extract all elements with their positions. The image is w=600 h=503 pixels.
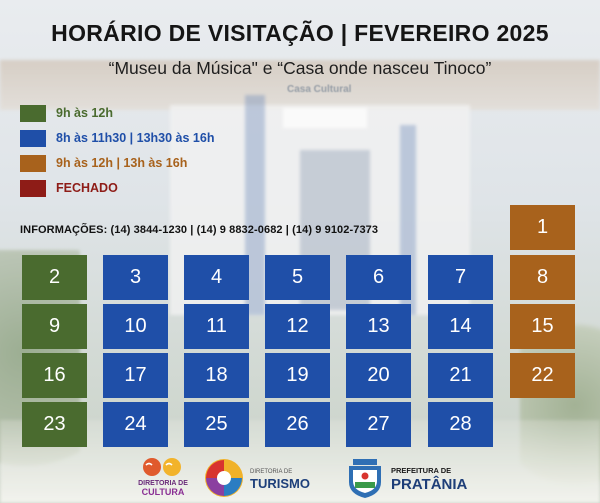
background-roof [0, 60, 600, 110]
sponsor-logos: DIRETORIA DE CULTURA DIRETORIA DE TURISM… [0, 455, 600, 500]
calendar-day: 14 [428, 304, 493, 349]
calendar-day: 18 [184, 353, 249, 398]
calendar-day: 20 [346, 353, 411, 398]
legend-swatch [20, 179, 46, 197]
calendar-day: 5 [265, 255, 330, 300]
page-subtitle: “Museu da Música" e “Casa onde nasceu Ti… [108, 58, 492, 78]
background-column [245, 95, 265, 315]
legend-item: 9h às 12h | 13h às 16h [20, 154, 187, 172]
legend-label: 8h às 11h30 | 13h30 às 16h [56, 131, 215, 145]
calendar-day: 26 [265, 402, 330, 447]
calendar-day: 15 [510, 304, 575, 349]
calendar-day: 16 [22, 353, 87, 398]
calendar-day: 9 [22, 304, 87, 349]
legend-item: 9h às 12h [20, 104, 113, 122]
calendar-day: 11 [184, 304, 249, 349]
background-sign [283, 108, 367, 128]
calendar-day: 22 [510, 353, 575, 398]
turismo-logo-small: DIRETORIA DE [250, 468, 293, 475]
calendar-day: 27 [346, 402, 411, 447]
calendar-day: 19 [265, 353, 330, 398]
calendar-day: 6 [346, 255, 411, 300]
prefeitura-logo-line1: PREFEITURA DE [391, 465, 452, 475]
cultura-mask-icon [143, 458, 181, 476]
calendar-day: 2 [22, 255, 87, 300]
prefeitura-logo-line2: PRATÂNIA [391, 475, 468, 493]
turismo-logo-name: TURISMO [250, 475, 310, 491]
calendar-day: 23 [22, 402, 87, 447]
legend-item: 8h às 11h30 | 13h30 às 16h [20, 129, 214, 147]
legend-label: 9h às 12h [56, 106, 113, 120]
city-crest-icon [349, 458, 381, 498]
legend-label: FECHADO [56, 181, 118, 195]
turismo-globe-icon [205, 458, 243, 497]
calendar-day: 17 [103, 353, 168, 398]
legend-swatch [20, 154, 46, 172]
contact-info: INFORMAÇÕES: (14) 3844-1230 | (14) 9 883… [20, 224, 379, 236]
page-title: HORÁRIO DE VISITAÇÃO | FEVEREIRO 2025 [51, 20, 549, 46]
legend-label: 9h às 12h | 13h às 16h [56, 156, 188, 170]
legend-swatch [20, 129, 46, 147]
legend-item: FECHADO [20, 179, 118, 197]
calendar-day: 28 [428, 402, 493, 447]
legend-swatch [20, 104, 46, 122]
calendar-day: 3 [103, 255, 168, 300]
calendar-day: 8 [510, 255, 575, 300]
calendar-day: 21 [428, 353, 493, 398]
calendar-day: 4 [184, 255, 249, 300]
calendar-day: 25 [184, 402, 249, 447]
calendar-day: 13 [346, 304, 411, 349]
cultura-logo: DIRETORIA DE CULTURA [128, 455, 198, 500]
calendar-day: 10 [103, 304, 168, 349]
calendar-day: 1 [510, 205, 575, 250]
cultura-logo-line1: DIRETORIA DE [138, 480, 188, 487]
background-sign-text: Casa Cultural [287, 84, 352, 95]
calendar-day: 7 [428, 255, 493, 300]
prefeitura-logo: PREFEITURA DE PRATÂNIA [343, 455, 483, 500]
calendar-day: 12 [265, 304, 330, 349]
calendar-day: 24 [103, 402, 168, 447]
cultura-logo-line2: CULTURA [141, 487, 185, 497]
turismo-logo: DIRETORIA DE TURISMO [202, 455, 324, 500]
